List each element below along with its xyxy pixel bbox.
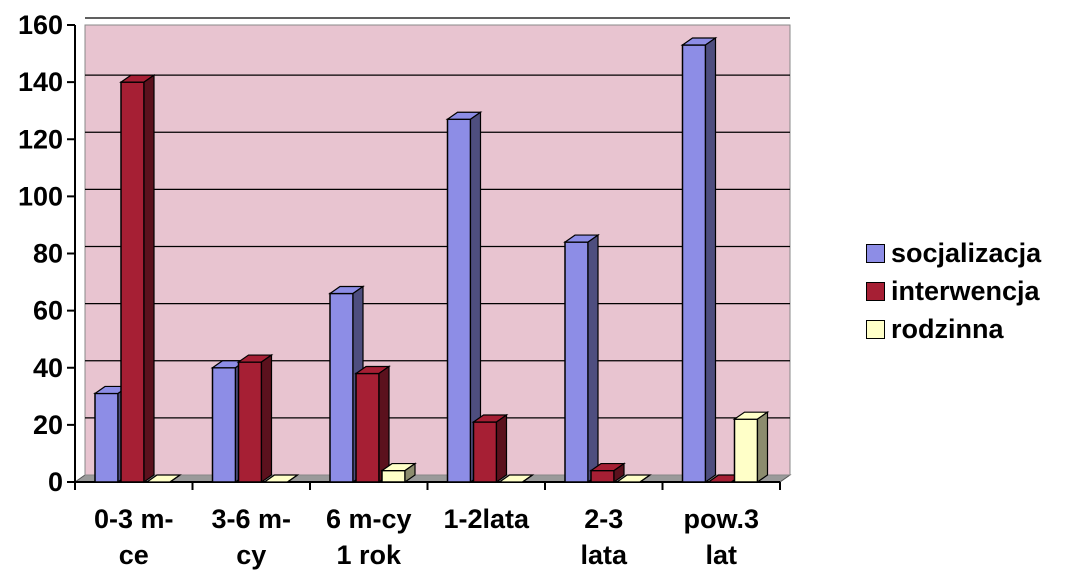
bar-interwencja-2 (356, 373, 379, 482)
x-tick-label: 3-6 m- (211, 504, 291, 534)
x-tick-label: 2-3 (584, 504, 623, 534)
x-tick-label: lat (705, 540, 737, 570)
x-tick-label: 1 rok (336, 540, 402, 570)
x-tick-label: ce (119, 540, 149, 570)
y-tick-label: 40 (33, 353, 63, 383)
bar-socjalizacja-2 (330, 293, 353, 482)
y-tick-label: 60 (33, 296, 63, 326)
bar-rodzinna-2 (382, 471, 405, 482)
bar-interwencja-1 (239, 362, 262, 482)
legend-swatch-interwencja (866, 282, 885, 301)
y-tick-label: 160 (18, 10, 63, 40)
legend-swatch-socjalizacja (866, 244, 885, 263)
y-tick-label: 140 (18, 67, 63, 97)
bar-interwencja-0 (121, 82, 144, 482)
legend-label-socjalizacja: socjalizacja (891, 238, 1041, 269)
bar-socjalizacja-4 (565, 242, 588, 482)
bar-side-interwencja-1 (262, 355, 272, 482)
x-tick-label: 6 m-cy (326, 504, 412, 534)
bar-side-socjalizacja-5 (706, 38, 716, 482)
bar-interwencja-3 (474, 422, 497, 482)
y-tick-label: 80 (33, 239, 63, 269)
x-tick-label: 0-3 m- (94, 504, 174, 534)
bar-side-interwencja-3 (497, 415, 507, 482)
bar-socjalizacja-5 (683, 45, 706, 482)
x-tick-label: pow.3 (683, 504, 759, 534)
bar-socjalizacja-3 (448, 119, 471, 482)
bar-side-interwencja-0 (144, 75, 154, 482)
legend-item-socjalizacja: socjalizacja (866, 236, 1088, 271)
legend-label-interwencja: interwencja (891, 276, 1040, 307)
x-tick-label: lata (580, 540, 628, 570)
x-tick-label: 1-2lata (443, 504, 530, 534)
legend-item-rodzinna: rodzinna (866, 312, 1088, 347)
bar-rodzinna-5 (735, 419, 758, 482)
y-tick-label: 0 (48, 467, 63, 497)
chart-legend: socjalizacja interwencja rodzinna (866, 236, 1088, 358)
bar-side-rodzinna-5 (758, 412, 768, 482)
y-tick-label: 20 (33, 410, 63, 440)
y-tick-label: 100 (18, 181, 63, 211)
bar-socjalizacja-0 (95, 393, 118, 482)
y-tick-label: 120 (18, 124, 63, 154)
legend-swatch-rodzinna (866, 320, 885, 339)
bar-side-socjalizacja-4 (588, 235, 598, 482)
bar-socjalizacja-1 (213, 368, 236, 482)
bar-interwencja-4 (591, 471, 614, 482)
legend-item-interwencja: interwencja (866, 274, 1088, 309)
bar-side-interwencja-2 (379, 366, 389, 482)
x-tick-label: cy (236, 540, 266, 570)
legend-label-rodzinna: rodzinna (891, 314, 1004, 345)
